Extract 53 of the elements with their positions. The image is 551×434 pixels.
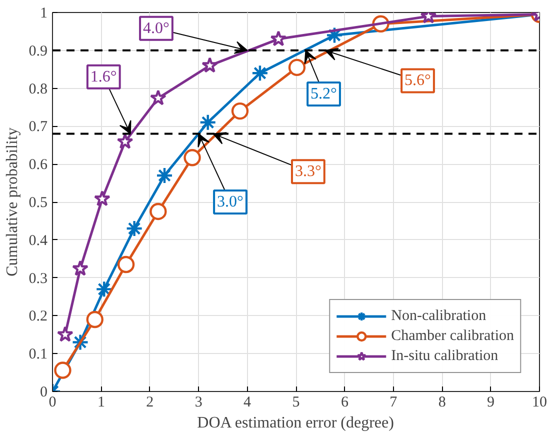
point [54, 362, 72, 379]
point [202, 56, 218, 73]
y-tick-label: 0.9 [28, 43, 48, 60]
annotation: 5.2° [310, 85, 337, 102]
point [96, 280, 113, 298]
y-tick-label: 0.5 [28, 195, 48, 211]
point [72, 260, 88, 276]
x-tick-label: 3 [194, 394, 202, 410]
x-tick-label: 4 [244, 394, 252, 410]
point [86, 310, 104, 328]
y-tick-label: 0.8 [28, 81, 48, 98]
annotation: 3.3° [294, 163, 322, 180]
y-tick-label: 0.2 [28, 308, 48, 325]
x-tick-label: 8 [438, 394, 446, 410]
x-tick-label: 5 [292, 394, 300, 410]
y-tick-label: 0.4 [28, 232, 48, 249]
annotation: 3.0° [217, 194, 244, 210]
y-tick-label: 0.1 [28, 346, 48, 363]
y-tick-label: 0.6 [28, 157, 48, 174]
point [94, 190, 110, 206]
point [156, 166, 174, 184]
y-tick-label: 0.3 [28, 270, 48, 287]
point [150, 202, 167, 220]
y-tick-label: 0.7 [28, 119, 48, 136]
x-tick-label: 9 [487, 394, 495, 410]
legend-label: Non-calibration [391, 308, 486, 324]
y-axis-title: Cumulative probability [4, 128, 21, 276]
point [126, 220, 143, 238]
point [199, 114, 216, 132]
x-tick-label: 10 [532, 394, 547, 410]
point [72, 334, 89, 351]
legend-label: Chamber calibration [391, 328, 514, 344]
point [117, 256, 135, 274]
x-axis-title: DOA estimation error (degree) [197, 414, 394, 432]
x-tick-label: 6 [340, 394, 349, 410]
point [116, 133, 134, 149]
point [288, 58, 306, 76]
x-tick-label: 7 [390, 394, 398, 410]
point [231, 102, 249, 120]
point [184, 149, 201, 166]
point [56, 326, 74, 342]
x-tick-label: 2 [146, 394, 154, 410]
y-tick-label: 0 [40, 384, 48, 400]
annotation: 4.0° [143, 20, 170, 37]
point [150, 90, 166, 106]
annotation: 1.6° [90, 68, 117, 86]
y-tick-label: 1 [40, 6, 48, 22]
legend-label: In-situ calibration [391, 348, 498, 364]
point [251, 64, 269, 82]
x-tick-label: 1 [97, 394, 105, 410]
point [326, 26, 344, 44]
point [270, 30, 287, 46]
annotation: 5.6° [404, 72, 431, 90]
